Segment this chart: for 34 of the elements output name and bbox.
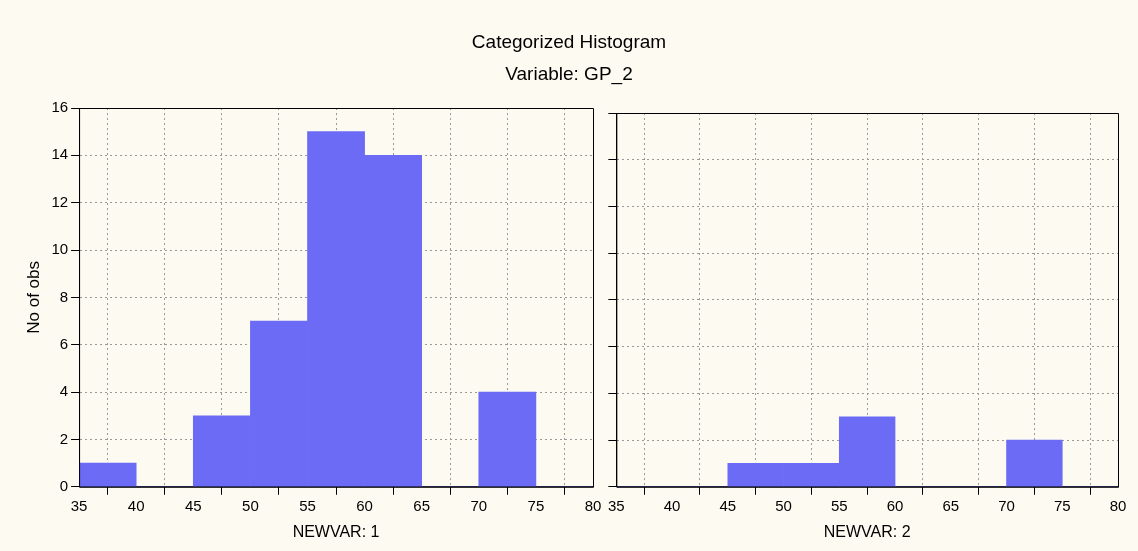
y-tick-label: 2 bbox=[59, 429, 69, 447]
y-axis-title: No of obs bbox=[23, 261, 43, 334]
x-tick-label: 65 bbox=[413, 496, 431, 514]
x-tick-label: 35 bbox=[608, 496, 625, 514]
y-tick-label: 4 bbox=[59, 382, 69, 400]
x-tick-label: 75 bbox=[527, 496, 545, 514]
x-tick-label: 35 bbox=[70, 496, 88, 514]
x-tick-label: 65 bbox=[942, 496, 960, 514]
x-axis-title: NEWVAR: 2 bbox=[823, 522, 911, 540]
x-tick-label: 55 bbox=[830, 496, 848, 514]
x-tick-label: 50 bbox=[775, 496, 792, 514]
x-tick-label: 80 bbox=[584, 496, 602, 514]
y-tick-label: 8 bbox=[59, 287, 69, 305]
y-tick-label: 12 bbox=[51, 192, 69, 210]
x-tick-label: 40 bbox=[663, 496, 681, 514]
x-tick-label: 60 bbox=[356, 496, 373, 514]
x-tick-label: 45 bbox=[719, 496, 737, 514]
x-tick-label: 70 bbox=[998, 496, 1015, 514]
y-tick-label: 14 bbox=[51, 145, 69, 163]
x-tick-label: 75 bbox=[1053, 496, 1071, 514]
x-tick-label: 80 bbox=[1109, 496, 1127, 514]
x-tick-label: 40 bbox=[127, 496, 145, 514]
x-tick-label: 50 bbox=[242, 496, 259, 514]
x-axis-title: NEWVAR: 1 bbox=[292, 522, 380, 540]
y-tick-label: 16 bbox=[51, 98, 69, 116]
x-tick-label: 60 bbox=[886, 496, 904, 514]
chart-title: Categorized Histogram bbox=[470, 30, 668, 54]
y-tick-label: 0 bbox=[59, 476, 69, 494]
chart-subtitle: Variable: GP_2 bbox=[504, 62, 634, 87]
x-tick-label: 55 bbox=[299, 496, 316, 514]
y-tick-label: 6 bbox=[59, 334, 69, 352]
y-tick-label: 10 bbox=[51, 240, 69, 258]
x-tick-label: 70 bbox=[470, 496, 488, 514]
x-tick-label: 45 bbox=[184, 496, 202, 514]
